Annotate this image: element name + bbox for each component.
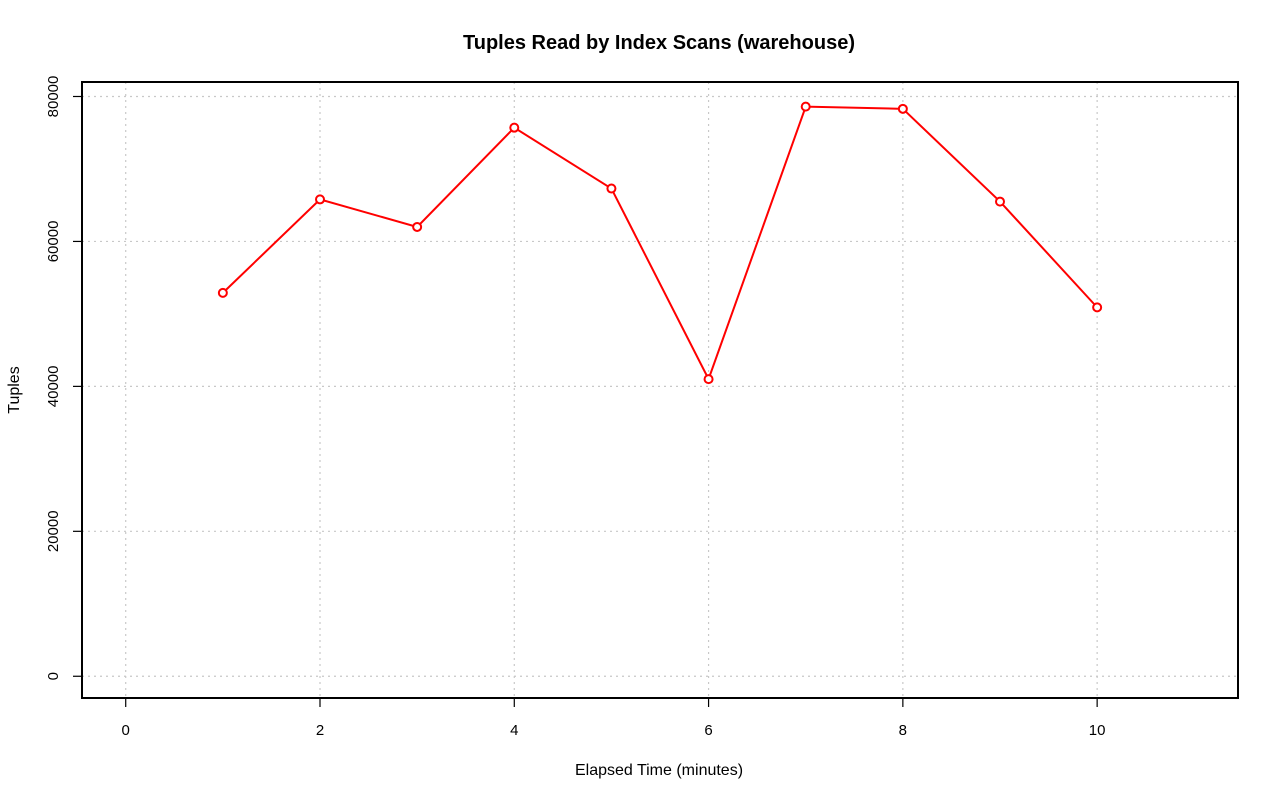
y-axis-label: Tuples [6, 366, 23, 413]
x-axis: 0 2 4 6 8 10 [122, 698, 1106, 739]
y-tick-label: 60000 [45, 221, 62, 263]
data-point [703, 374, 714, 385]
data-point [995, 196, 1005, 207]
data-point [412, 221, 423, 232]
series-line [222, 105, 1098, 382]
x-tick-label: 8 [899, 722, 907, 739]
x-tick-label: 2 [316, 722, 324, 739]
grid [82, 82, 1238, 698]
y-tick-label: 40000 [45, 366, 62, 408]
chart-title: Tuples Read by Index Scans (warehouse) [463, 32, 855, 54]
y-axis: 0 20000 40000 60000 80000 [45, 76, 82, 680]
x-tick-label: 0 [122, 722, 130, 739]
x-axis-label: Elapsed Time (minutes) [575, 762, 743, 779]
data-point [509, 122, 520, 133]
data-point [800, 101, 811, 112]
data-point [315, 194, 325, 205]
data-point [1092, 302, 1103, 313]
data-point [897, 103, 908, 114]
y-tick-label: 80000 [45, 76, 62, 118]
x-tick-label: 4 [510, 722, 518, 739]
plot-frame [81, 81, 1239, 699]
data-point [606, 183, 617, 194]
data-point [217, 287, 228, 298]
y-tick-label: 20000 [45, 510, 62, 552]
series-layer [217, 101, 1103, 385]
x-tick-label: 10 [1089, 722, 1106, 739]
y-tick-label: 0 [45, 672, 62, 680]
x-tick-label: 6 [704, 722, 712, 739]
